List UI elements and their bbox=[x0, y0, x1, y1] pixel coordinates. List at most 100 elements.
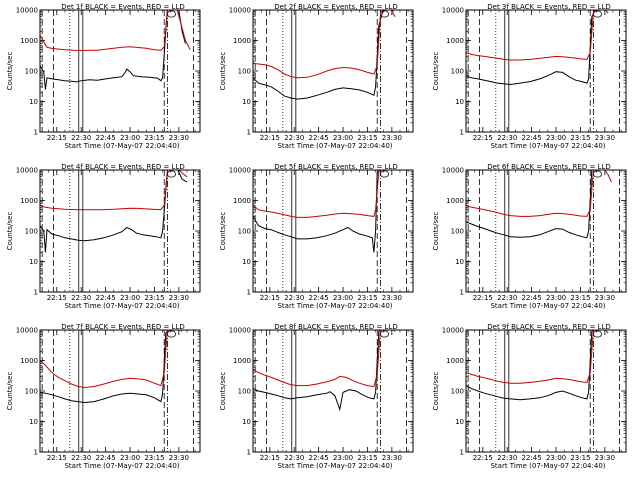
x-tick-label: 22:30 bbox=[71, 134, 91, 142]
y-tick-label: 1 bbox=[247, 289, 251, 297]
x-axis-label: Start Time (07-May-07 22:04:40) bbox=[490, 462, 605, 470]
data-series-group bbox=[253, 330, 396, 412]
y-tick-label: 10 bbox=[29, 258, 38, 266]
x-axis-label: Start Time (07-May-07 22:04:40) bbox=[64, 302, 179, 310]
plot-frame bbox=[39, 169, 201, 293]
x-tick-label: 23:30 bbox=[595, 454, 615, 462]
chart-panel: Det 3f BLACK = Events, RED = LLD 1 10 100 10… bbox=[432, 3, 627, 150]
y-tick-label: 10000 bbox=[16, 327, 38, 335]
spike-marker bbox=[593, 170, 602, 178]
x-tick-label: 23:00 bbox=[333, 294, 353, 302]
y-tick-label: 1000 bbox=[446, 357, 464, 365]
x-tick-label: 23:00 bbox=[546, 454, 566, 462]
x-tick-label: 23:30 bbox=[382, 134, 402, 142]
x-tick-label: 22:30 bbox=[71, 294, 91, 302]
y-tick-label: 10 bbox=[455, 98, 464, 106]
x-tick-label: 22:45 bbox=[522, 134, 542, 142]
y-tick-label: 100 bbox=[25, 388, 38, 396]
chart-title: Det 3f BLACK = Events, RED = LLD bbox=[487, 3, 610, 11]
x-tick-label: 22:15 bbox=[47, 134, 67, 142]
y-tick-label: 10 bbox=[242, 98, 251, 106]
y-tick-label: 1 bbox=[460, 129, 464, 137]
series-line bbox=[466, 10, 607, 86]
x-tick-label: 23:15 bbox=[357, 134, 377, 142]
x-tick-label: 23:30 bbox=[169, 294, 189, 302]
y-tick-label: 1 bbox=[247, 129, 251, 137]
data-series-group bbox=[466, 170, 612, 239]
chart-title: Det 2f BLACK = Events, RED = LLD bbox=[274, 3, 397, 11]
x-tick-label: 23:00 bbox=[120, 454, 140, 462]
y-tick-label: 100 bbox=[25, 228, 38, 236]
x-tick-label: 23:00 bbox=[120, 134, 140, 142]
y-tick-label: 100 bbox=[451, 388, 464, 396]
data-series-group bbox=[40, 10, 191, 90]
y-tick-label: 100 bbox=[451, 68, 464, 76]
x-tick-label: 22:45 bbox=[96, 134, 116, 142]
x-tick-label: 23:00 bbox=[333, 134, 353, 142]
y-tick-label: 10 bbox=[29, 98, 38, 106]
x-axis-label: Start Time (07-May-07 22:04:40) bbox=[64, 462, 179, 470]
x-tick-label: 22:15 bbox=[47, 294, 67, 302]
series-line bbox=[466, 330, 609, 384]
x-tick-label: 22:45 bbox=[309, 134, 329, 142]
data-series-group bbox=[40, 330, 183, 404]
data-series-group bbox=[40, 170, 188, 253]
y-axis-label: Counts/sec bbox=[432, 212, 440, 251]
chart-panel: Det 4f BLACK = Events, RED = LLD 1 10 100 10… bbox=[6, 163, 201, 310]
y-tick-label: 10000 bbox=[442, 327, 464, 335]
x-tick-label: 22:15 bbox=[473, 294, 493, 302]
chart-panel: Det 7f BLACK = Events, RED = LLD 1 10 100 10… bbox=[6, 323, 201, 470]
y-tick-label: 10000 bbox=[442, 167, 464, 175]
x-axis-label: Start Time (07-May-07 22:04:40) bbox=[490, 302, 605, 310]
chart-panel: Det 2f BLACK = Events, RED = LLD 1 10 100 10… bbox=[219, 3, 414, 150]
y-axis-label: Counts/sec bbox=[219, 372, 227, 411]
y-tick-label: 10 bbox=[242, 258, 251, 266]
x-tick-label: 23:15 bbox=[144, 134, 164, 142]
y-tick-label: 1 bbox=[247, 449, 251, 457]
x-tick-label: 23:30 bbox=[382, 294, 402, 302]
x-tick-label: 23:15 bbox=[570, 454, 590, 462]
x-tick-label: 22:30 bbox=[71, 454, 91, 462]
y-tick-label: 1000 bbox=[233, 197, 251, 205]
y-tick-label: 1 bbox=[460, 289, 464, 297]
x-axis-label: Start Time (07-May-07 22:04:40) bbox=[277, 302, 392, 310]
x-tick-label: 22:15 bbox=[260, 134, 280, 142]
plot-frame bbox=[39, 9, 201, 133]
x-axis-label: Start Time (07-May-07 22:04:40) bbox=[490, 142, 605, 150]
y-tick-label: 1 bbox=[460, 449, 464, 457]
chart-panel: Det 1f BLACK = Events, RED = LLD 1 10 100 10… bbox=[6, 3, 201, 150]
plot-frame bbox=[39, 329, 201, 453]
x-tick-label: 23:00 bbox=[546, 294, 566, 302]
series-line bbox=[40, 170, 188, 211]
spike-marker bbox=[167, 10, 176, 18]
series-line bbox=[40, 170, 188, 253]
x-axis-label: Start Time (07-May-07 22:04:40) bbox=[277, 462, 392, 470]
x-tick-label: 23:15 bbox=[570, 134, 590, 142]
x-tick-label: 23:30 bbox=[595, 294, 615, 302]
x-tick-label: 22:30 bbox=[497, 294, 517, 302]
y-tick-label: 10000 bbox=[229, 7, 251, 15]
y-tick-label: 10000 bbox=[16, 7, 38, 15]
chart-title: Det 9f BLACK = Events, RED = LLD bbox=[487, 323, 610, 331]
y-axis-label: Counts/sec bbox=[6, 372, 14, 411]
data-series-group bbox=[253, 10, 396, 100]
x-tick-label: 22:30 bbox=[497, 454, 517, 462]
spike-marker bbox=[167, 330, 176, 338]
x-tick-label: 22:15 bbox=[260, 294, 280, 302]
data-series-group bbox=[253, 170, 382, 253]
x-tick-label: 23:15 bbox=[144, 294, 164, 302]
y-tick-label: 10000 bbox=[16, 167, 38, 175]
y-tick-label: 100 bbox=[25, 68, 38, 76]
series-line bbox=[466, 170, 612, 217]
data-series-group bbox=[466, 330, 609, 401]
x-tick-label: 23:15 bbox=[144, 454, 164, 462]
x-tick-label: 22:45 bbox=[96, 294, 116, 302]
y-tick-label: 1000 bbox=[20, 37, 38, 45]
x-tick-label: 23:00 bbox=[120, 294, 140, 302]
x-axis-label: Start Time (07-May-07 22:04:40) bbox=[64, 142, 179, 150]
series-line bbox=[253, 170, 381, 253]
chart-title: Det 1f BLACK = Events, RED = LLD bbox=[61, 3, 184, 11]
plot-frame bbox=[252, 329, 414, 453]
y-tick-label: 1000 bbox=[446, 197, 464, 205]
